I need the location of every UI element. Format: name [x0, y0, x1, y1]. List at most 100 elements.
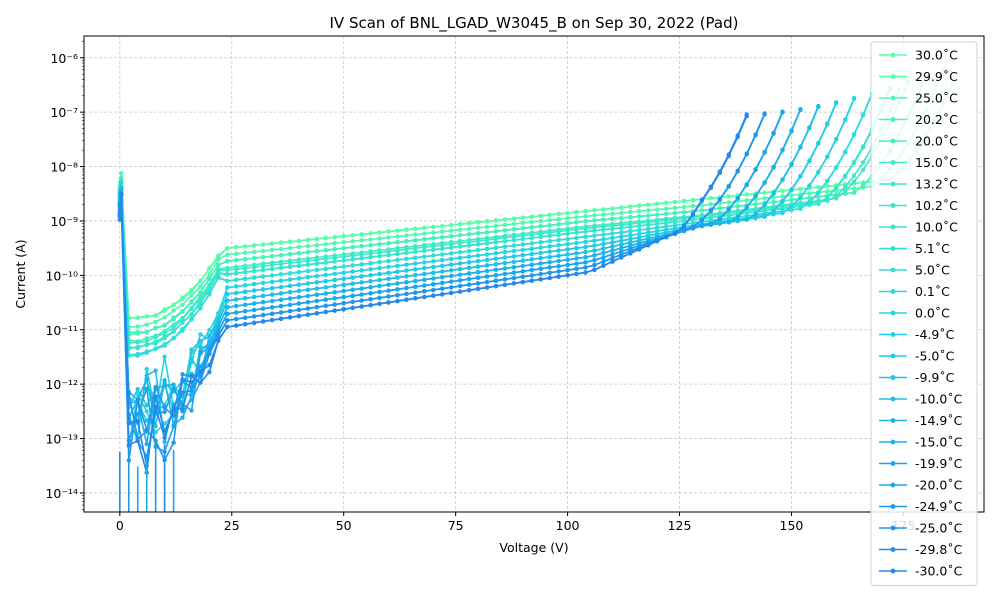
data-point — [216, 338, 220, 342]
data-point — [861, 183, 865, 187]
data-point — [619, 255, 623, 259]
data-point — [440, 252, 444, 256]
data-point — [171, 387, 175, 391]
data-point — [234, 258, 238, 262]
data-point — [162, 315, 166, 319]
y-tick-label: 10⁻¹³ — [45, 432, 78, 447]
data-point — [825, 122, 829, 126]
data-point — [225, 325, 229, 329]
data-point — [745, 218, 749, 222]
data-point — [127, 443, 131, 447]
data-point — [789, 162, 793, 166]
data-point — [565, 273, 569, 277]
data-point — [753, 132, 757, 136]
data-point — [189, 300, 193, 304]
data-point — [574, 262, 578, 266]
data-point — [556, 222, 560, 226]
data-point — [727, 194, 731, 198]
data-point — [243, 257, 247, 261]
data-point — [753, 167, 757, 171]
data-point — [745, 112, 749, 116]
data-point — [503, 239, 507, 243]
legend-label: 15.0˚C — [915, 155, 958, 170]
data-point — [234, 324, 238, 328]
x-tick-label: 25 — [224, 518, 240, 533]
data-point — [574, 251, 578, 255]
data-point — [789, 205, 793, 209]
data-point — [243, 251, 247, 255]
legend-label: -9.9˚C — [915, 370, 955, 385]
data-point — [368, 237, 372, 241]
data-point — [288, 252, 292, 256]
legend-marker — [891, 289, 896, 294]
data-point — [610, 240, 614, 244]
data-point — [476, 231, 480, 235]
data-point — [691, 198, 695, 202]
data-point — [449, 285, 453, 289]
data-point — [476, 281, 480, 285]
data-point — [718, 206, 722, 210]
data-point — [288, 290, 292, 294]
data-point — [386, 289, 390, 293]
data-point — [342, 258, 346, 262]
data-point — [530, 279, 534, 283]
data-point — [601, 207, 605, 211]
y-tick-label: 10⁻⁶ — [50, 51, 78, 66]
data-point — [798, 187, 802, 191]
data-point — [682, 224, 686, 228]
data-point — [377, 236, 381, 240]
data-point — [628, 205, 632, 209]
data-point — [548, 276, 552, 280]
data-point — [198, 339, 202, 343]
data-point — [637, 214, 641, 218]
data-point — [583, 245, 587, 249]
data-point — [601, 232, 605, 236]
data-point — [153, 335, 157, 339]
data-point — [592, 234, 596, 238]
data-point — [449, 263, 453, 267]
data-point — [628, 215, 632, 219]
data-point — [413, 250, 417, 254]
data-point — [225, 285, 229, 289]
data-point — [673, 206, 677, 210]
data-point — [162, 436, 166, 440]
data-point — [252, 269, 256, 273]
data-point — [315, 293, 319, 297]
data-point — [377, 230, 381, 234]
data-point — [324, 285, 328, 289]
data-point — [145, 351, 149, 355]
data-point — [288, 277, 292, 281]
data-point — [843, 149, 847, 153]
data-point — [736, 204, 740, 208]
data-point — [333, 235, 337, 239]
data-point — [583, 230, 587, 234]
data-point — [306, 259, 310, 263]
data-point — [682, 228, 686, 232]
data-point — [377, 254, 381, 258]
x-tick-label: 50 — [336, 518, 352, 533]
data-point — [494, 262, 498, 266]
data-point — [655, 239, 659, 243]
data-point — [377, 296, 381, 300]
data-point — [306, 238, 310, 242]
data-point — [288, 261, 292, 265]
data-point — [440, 247, 444, 251]
data-point — [503, 261, 507, 265]
data-point — [503, 223, 507, 227]
data-point — [736, 133, 740, 137]
data-point — [261, 307, 265, 311]
data-point — [485, 258, 489, 262]
data-point — [530, 241, 534, 245]
data-point — [180, 372, 184, 376]
legend-marker — [891, 504, 896, 509]
data-point — [583, 219, 587, 223]
data-point — [727, 207, 731, 211]
data-point — [252, 314, 256, 318]
data-point — [458, 222, 462, 226]
data-point — [342, 240, 346, 244]
data-point — [243, 266, 247, 270]
data-point — [637, 204, 641, 208]
data-point — [234, 291, 238, 295]
data-point — [333, 296, 337, 300]
data-point — [243, 244, 247, 248]
